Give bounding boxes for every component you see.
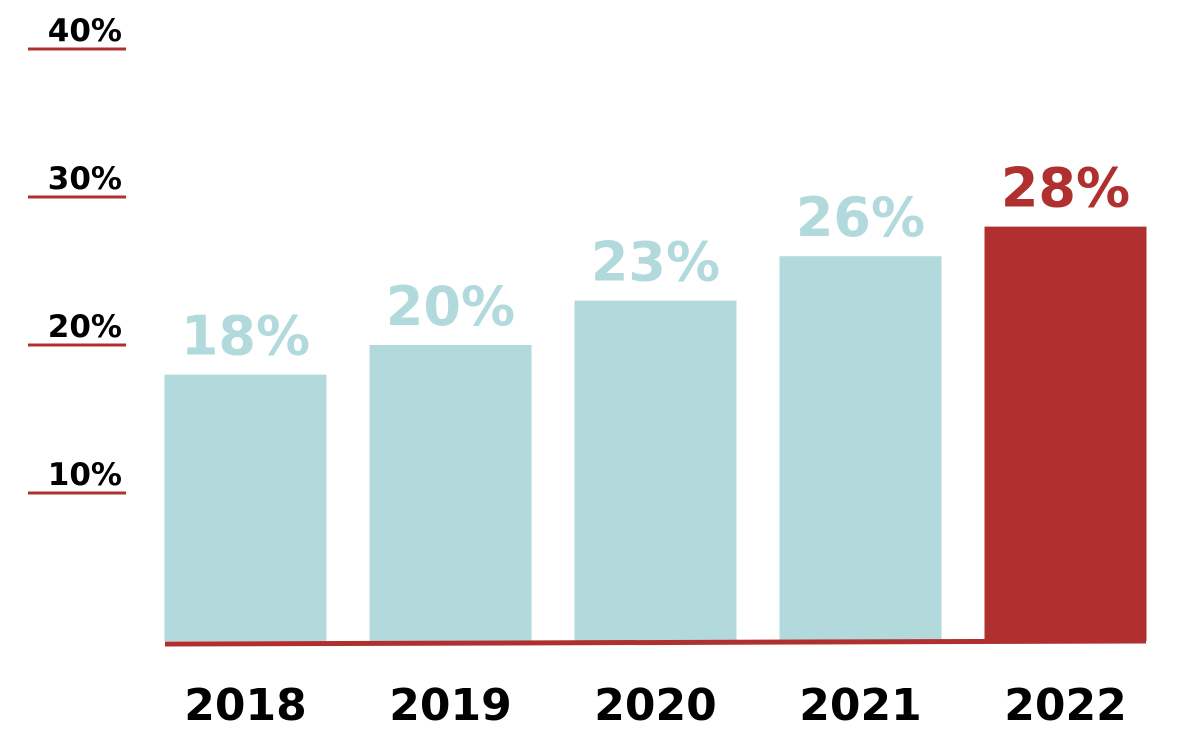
baseline [164,638,1147,647]
bar [984,226,1147,641]
value-label: 28% [1001,157,1130,220]
x-tick-label: 2021 [799,680,921,731]
bar [779,256,942,641]
y-tick-label: 30% [48,161,122,197]
x-tick-label: 2019 [389,680,511,731]
y-tick-label: 20% [48,309,122,345]
bar [574,300,737,641]
x-tick-label: 2022 [1004,680,1126,731]
x-tick-label: 2020 [594,680,716,731]
value-label: 26% [796,186,925,249]
y-tick-label: 10% [48,457,122,493]
value-label: 18% [181,305,310,368]
x-tick-label: 2018 [184,680,306,731]
value-label: 20% [386,275,515,338]
bar [369,345,532,641]
value-label: 23% [591,231,720,294]
bar [164,374,327,641]
y-tick-label: 40% [48,13,122,49]
